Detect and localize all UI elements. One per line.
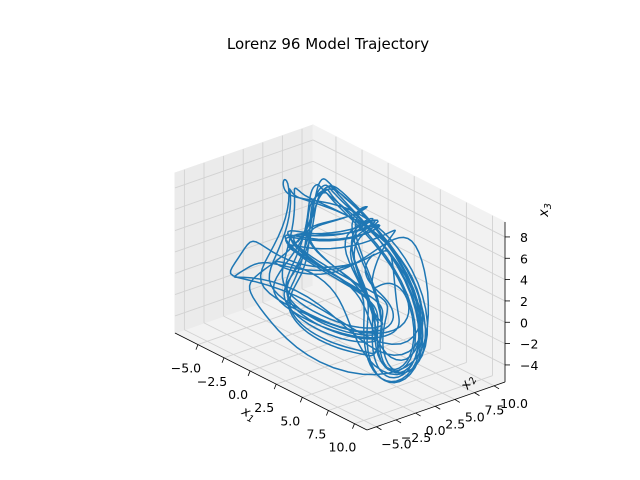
z-tick-label: 4: [520, 273, 528, 288]
grid-line: [174, 160, 314, 210]
y-tick-label: −2.5: [401, 430, 431, 445]
x-tick: [326, 410, 329, 416]
z-tick-label: −2: [520, 337, 538, 352]
y-axis-line: [366, 381, 506, 431]
y-tick-label: 5.0: [465, 409, 485, 424]
tick-labels: −5.0−2.50.02.55.07.510.0 −5.0−2.50.0 2.5 5.…: [171, 230, 539, 455]
x-tick: [299, 397, 303, 403]
x-tick: [273, 383, 277, 390]
trajectory-series: [229, 178, 430, 384]
grid-line: [174, 139, 314, 189]
tick-marks: [195, 236, 510, 431]
z-tick-label: 2: [520, 294, 528, 309]
x-tick-label: 5.0: [280, 413, 300, 428]
grid-line: [328, 362, 467, 411]
grid-line: [354, 375, 493, 425]
grid-line: [223, 315, 416, 414]
x-tick-label: 7.5: [306, 426, 326, 441]
x-tick-label: 0.0: [228, 387, 248, 402]
grid-line: [301, 288, 495, 387]
x-tick: [247, 370, 251, 377]
x-tick-label: 2.5: [254, 400, 274, 415]
y-tick-label: 2.5: [445, 416, 465, 431]
z-axis-label: x3: [537, 203, 554, 218]
x-tick: [195, 344, 199, 350]
grid-line: [223, 309, 363, 359]
grid-line: [312, 139, 506, 238]
trajectory-line: [229, 178, 430, 384]
grid-line: [312, 160, 506, 259]
chart-title: Lorenz 96 Model Trajectory: [227, 35, 429, 53]
axis-lines: [174, 222, 506, 431]
grid-line: [312, 203, 506, 302]
z-tick-label: 8: [520, 230, 528, 245]
x-tick-label: −2.5: [197, 374, 227, 389]
z-tick-label: −4: [520, 358, 538, 373]
x-tick: [352, 423, 355, 429]
z-tick-label: 0: [520, 315, 528, 330]
y-tick: [415, 412, 421, 417]
axis-panes: [173, 124, 507, 431]
x-tick-label: −5.0: [171, 361, 201, 376]
y-tick: [376, 426, 382, 431]
y-tick-label: 7.5: [484, 403, 504, 418]
y-tick: [395, 419, 402, 424]
grid-line: [243, 308, 436, 407]
x-tick: [221, 357, 225, 363]
y-tick-label: 10.0: [500, 396, 528, 411]
y-tick: [454, 399, 461, 403]
x-tick-label: 10.0: [329, 440, 357, 455]
grid-line: [174, 267, 314, 317]
grid-line: [312, 246, 506, 345]
grid-line: [203, 322, 397, 421]
y-tick: [493, 385, 500, 390]
y-tick-label: −5.0: [381, 437, 411, 452]
y-tick: [474, 392, 480, 396]
y-tick-label: 0.0: [426, 423, 446, 438]
y-tick: [435, 405, 441, 410]
x-axis-line: [174, 332, 368, 431]
grid-line: [184, 329, 377, 428]
z-tick-label: 6: [520, 251, 528, 266]
